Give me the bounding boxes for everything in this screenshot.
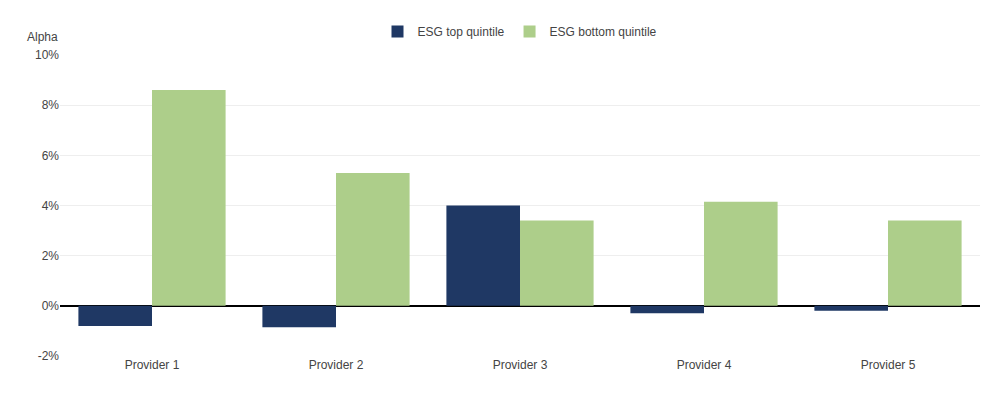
svg-text:6%: 6% bbox=[42, 149, 60, 163]
svg-text:0%: 0% bbox=[42, 299, 60, 313]
svg-text:Provider 5: Provider 5 bbox=[861, 358, 916, 372]
svg-text:Provider 2: Provider 2 bbox=[309, 358, 364, 372]
svg-text:ESG bottom quintile: ESG bottom quintile bbox=[550, 25, 657, 39]
svg-text:8%: 8% bbox=[42, 98, 60, 112]
svg-text:ESG top quintile: ESG top quintile bbox=[418, 25, 505, 39]
svg-text:Provider 3: Provider 3 bbox=[493, 358, 548, 372]
svg-text:2%: 2% bbox=[42, 249, 60, 263]
svg-text:10%: 10% bbox=[35, 48, 59, 62]
svg-text:Provider 1: Provider 1 bbox=[125, 358, 180, 372]
svg-text:4%: 4% bbox=[42, 199, 60, 213]
svg-text:Provider 4: Provider 4 bbox=[677, 358, 732, 372]
svg-text:-2%: -2% bbox=[38, 349, 60, 363]
svg-text:Alpha: Alpha bbox=[27, 30, 58, 44]
